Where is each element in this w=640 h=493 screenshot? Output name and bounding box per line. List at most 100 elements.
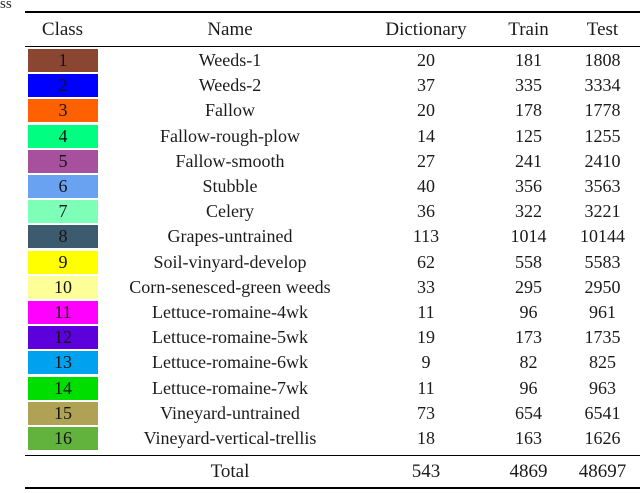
table-row: 2 Weeds-2 37 335 3334: [25, 73, 640, 98]
test-count: 3563: [584, 176, 621, 197]
class-cell: 8: [25, 224, 100, 249]
train-count: 241: [515, 150, 542, 171]
class-number: 13: [54, 352, 72, 373]
table-row: 7 Celery 36 322 3221: [25, 199, 640, 224]
class-number: 4: [58, 125, 68, 146]
class-name: Weeds-2: [198, 75, 262, 96]
train-count: 1014: [510, 226, 547, 247]
table-row: 16 Vineyard-vertical-trellis 18 163 1626: [25, 426, 640, 451]
class-name: Stubble: [202, 176, 258, 197]
total-test-count: 48697: [578, 460, 627, 482]
table-row: 6 Stubble 40 356 3563: [25, 174, 640, 199]
class-cell: 1: [25, 48, 100, 73]
total-label: Total: [210, 460, 250, 482]
total-dictionary-count: 543: [411, 460, 441, 482]
table-row: 3 Fallow 20 178 1778: [25, 98, 640, 123]
class-color-swatch: 6: [28, 175, 98, 199]
class-number: 1: [58, 50, 68, 71]
train-count: 322: [515, 201, 542, 222]
train-count: 173: [515, 327, 542, 348]
class-color-swatch: 9: [28, 250, 98, 274]
dictionary-count: 33: [417, 276, 435, 297]
class-name: Lettuce-romaine-4wk: [152, 301, 308, 322]
class-name: Celery: [206, 201, 254, 222]
class-color-swatch: 2: [28, 74, 98, 98]
table-row: 10 Corn-senesced-green weeds 33 295 2950: [25, 275, 640, 300]
class-cell: 5: [25, 149, 100, 174]
train-count: 125: [515, 125, 542, 146]
dictionary-count: 14: [417, 125, 435, 146]
dictionary-count: 113: [412, 226, 440, 247]
class-name: Fallow-rough-plow: [160, 125, 300, 146]
table-row: 12 Lettuce-romaine-5wk 19 173 1735: [25, 325, 640, 350]
class-number: 8: [58, 226, 68, 247]
class-name: Corn-senesced-green weeds: [129, 276, 331, 297]
test-count: 6541: [584, 402, 621, 423]
class-cell: 7: [25, 199, 100, 224]
test-count: 963: [589, 377, 616, 398]
train-count: 356: [515, 176, 542, 197]
class-name: Fallow: [204, 100, 255, 121]
class-name: Grapes-untrained: [167, 226, 293, 247]
test-count: 5583: [584, 251, 621, 272]
class-name: Fallow-smooth: [175, 150, 285, 171]
class-cell: 4: [25, 124, 100, 149]
train-count: 654: [515, 402, 542, 423]
class-cell: 3: [25, 98, 100, 123]
dictionary-count: 36: [417, 201, 435, 222]
train-count: 96: [519, 377, 538, 398]
class-color-swatch: 15: [28, 401, 98, 425]
table-row: 13 Lettuce-romaine-6wk 9 82 825: [25, 350, 640, 375]
class-cell: 9: [25, 250, 100, 275]
class-cell: 14: [25, 375, 100, 400]
table-total-row: Total 543 4869 48697: [25, 455, 640, 489]
dictionary-count: 20: [417, 50, 435, 71]
header-dictionary: Dictionary: [385, 18, 467, 40]
table-row: 8 Grapes-untrained 113 1014 10144: [25, 224, 640, 249]
dictionary-count: 73: [417, 402, 435, 423]
class-cell: 12: [25, 325, 100, 350]
train-count: 181: [515, 50, 542, 71]
test-count: 1255: [584, 125, 621, 146]
test-count: 961: [589, 301, 616, 322]
class-color-swatch: 14: [28, 376, 98, 400]
class-number: 10: [54, 276, 72, 297]
test-count: 10144: [580, 226, 625, 247]
class-name: Vineyard-untrained: [160, 402, 300, 423]
class-number: 16: [54, 427, 72, 448]
total-train-count: 4869: [509, 460, 548, 482]
dictionary-count: 11: [417, 301, 435, 322]
table-row: 14 Lettuce-romaine-7wk 11 96 963: [25, 375, 640, 400]
class-color-swatch: 1: [28, 49, 98, 73]
header-name: Name: [207, 18, 253, 40]
class-color-swatch: 8: [28, 225, 98, 249]
class-number: 7: [58, 201, 68, 222]
class-name: Lettuce-romaine-7wk: [152, 377, 308, 398]
table-row: 11 Lettuce-romaine-4wk 11 96 961: [25, 300, 640, 325]
table-row: 15 Vineyard-untrained 73 654 6541: [25, 401, 640, 426]
test-count: 1735: [584, 327, 621, 348]
class-color-swatch: 16: [28, 426, 98, 450]
test-count: 2950: [584, 276, 621, 297]
header-class: Class: [41, 18, 84, 40]
class-cell: 6: [25, 174, 100, 199]
dictionary-count: 19: [417, 327, 435, 348]
test-count: 1778: [584, 100, 621, 121]
class-number: 9: [58, 251, 68, 272]
class-statistics-table: Class Name Dictionary Train Test 1 Weeds…: [25, 11, 640, 489]
table-row: 5 Fallow-smooth 27 241 2410: [25, 149, 640, 174]
header-train: Train: [508, 18, 549, 40]
class-number: 11: [54, 301, 72, 322]
class-number: 3: [58, 100, 68, 121]
class-name: Soil-vinyard-develop: [153, 251, 307, 272]
class-name: Lettuce-romaine-6wk: [152, 352, 308, 373]
train-count: 96: [519, 301, 538, 322]
class-cell: 13: [25, 350, 100, 375]
dictionary-count: 40: [417, 176, 435, 197]
class-color-swatch: 13: [28, 351, 98, 375]
dictionary-count: 18: [417, 427, 435, 448]
class-name: Weeds-1: [198, 50, 262, 71]
class-color-swatch: 3: [28, 99, 98, 123]
class-number: 6: [58, 176, 68, 197]
class-cell: 10: [25, 275, 100, 300]
